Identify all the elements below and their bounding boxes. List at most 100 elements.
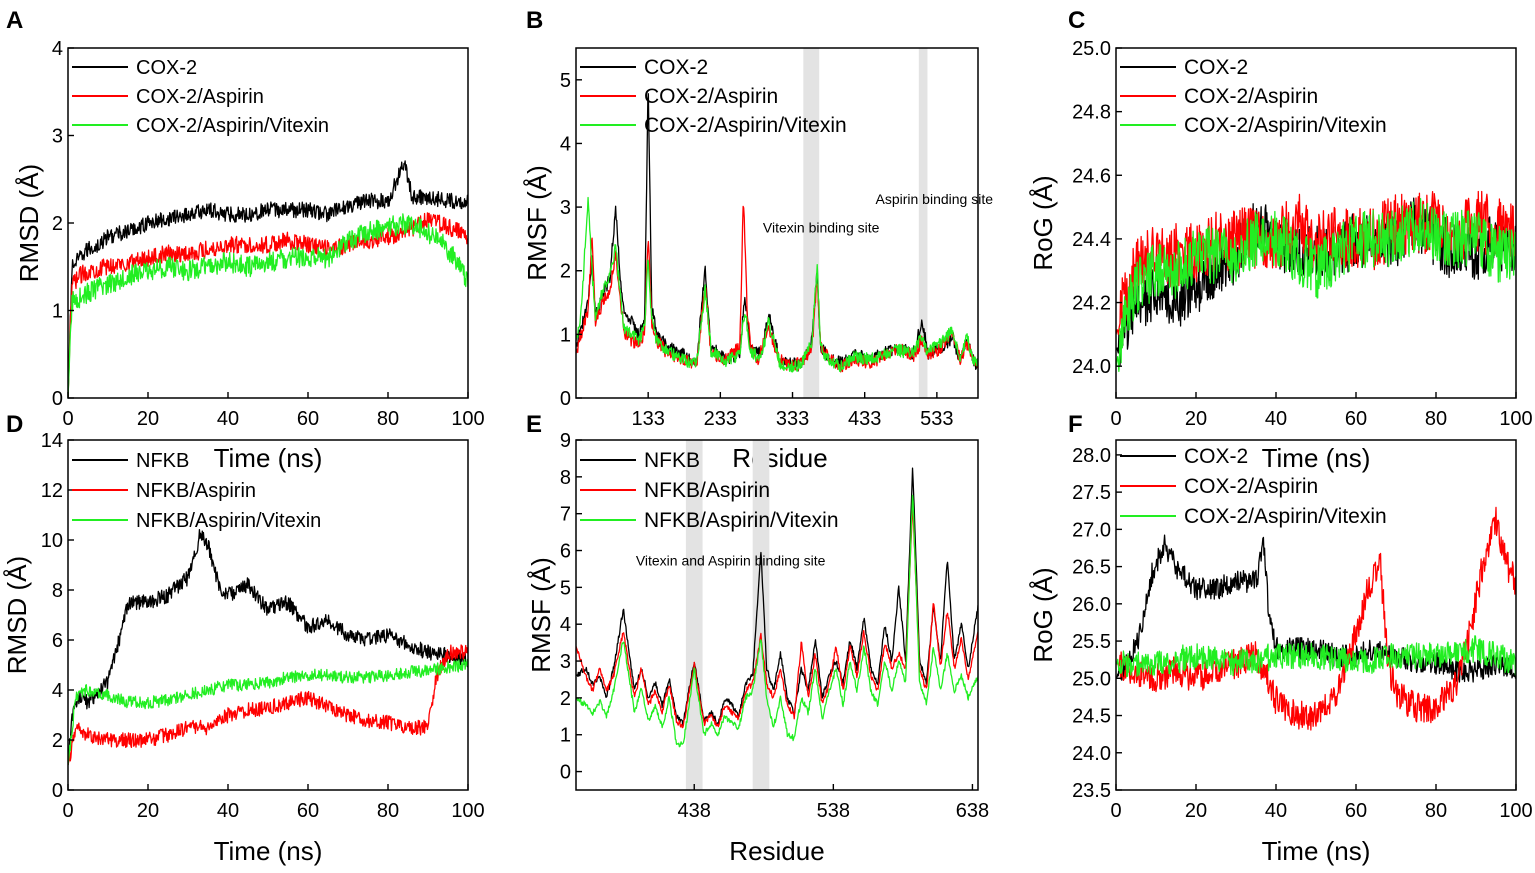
shaded-band	[803, 48, 820, 398]
legend-label: NFKB/Aspirin	[136, 480, 256, 502]
y-tick-label: 2	[52, 213, 63, 235]
x-tick-label: 60	[297, 800, 319, 822]
y-axis-label: RoG (Å)	[1028, 567, 1058, 662]
legend-label: COX-2	[644, 56, 708, 79]
y-tick-label: 26.0	[1072, 594, 1111, 616]
y-tick-label: 4	[560, 614, 571, 636]
y-tick-label: 0	[52, 388, 63, 410]
x-tick-label: 40	[217, 408, 239, 430]
x-tick-label: 20	[137, 800, 159, 822]
x-tick-label: 0	[1110, 800, 1121, 822]
x-tick-label: 438	[678, 800, 711, 822]
plot-frame	[1115, 47, 1517, 399]
y-tick-label: 10	[41, 530, 63, 552]
x-tick-label: 333	[776, 408, 809, 430]
series-line-nfkb-aspirin-vitexin	[68, 658, 468, 766]
series-line-cox-2-aspirin-vitexin	[576, 196, 978, 373]
x-tick-label: 20	[137, 408, 159, 430]
series-line-cox-2-aspirin-vitexin	[1116, 635, 1516, 678]
x-tick-label: 80	[377, 408, 399, 430]
y-tick-label: 27.5	[1072, 482, 1111, 504]
y-tick-label: 6	[52, 630, 63, 652]
x-tick-label: 100	[1499, 800, 1532, 822]
y-tick-label: 1	[560, 725, 571, 747]
x-axis-label: Time (ns)	[1262, 836, 1371, 866]
legend-label: COX-2/Aspirin/Vitexin	[1184, 114, 1387, 137]
x-tick-label: 233	[704, 408, 737, 430]
x-tick-label: 20	[1185, 408, 1207, 430]
y-tick-label: 23.5	[1072, 780, 1111, 802]
y-tick-label: 24.0	[1072, 356, 1111, 378]
series-line-nfkb-aspirin-vitexin	[576, 494, 978, 748]
series-line-cox-2-aspirin-vitexin	[1116, 197, 1516, 373]
y-tick-label: 3	[560, 651, 571, 673]
y-tick-label: 24.2	[1072, 293, 1111, 315]
x-tick-label: 0	[62, 408, 73, 430]
plot-frame	[575, 47, 979, 399]
x-tick-label: 100	[451, 408, 484, 430]
plot-frame	[1115, 439, 1517, 791]
series-line-nfkb-aspirin	[68, 644, 468, 766]
series-group	[576, 467, 978, 748]
series-group	[1116, 506, 1516, 731]
y-tick-label: 0	[52, 780, 63, 802]
x-tick-label: 80	[377, 800, 399, 822]
legend-label: NFKB	[136, 450, 189, 472]
series-line-cox-2-aspirin	[1116, 506, 1516, 731]
y-tick-label: 4	[560, 133, 571, 155]
x-tick-label: 20	[1185, 800, 1207, 822]
x-tick-label: 100	[1499, 408, 1532, 430]
panel-letter: F	[1068, 411, 1083, 438]
panel-e: 0 1 2 3 4 5 6 7 8 9 438 538 638 Vitexin and Aspirin b…	[526, 411, 989, 866]
panel-letter: D	[6, 411, 23, 438]
series-line-cox-2	[68, 160, 468, 398]
y-tick-label: 1	[560, 324, 571, 346]
shaded-band	[752, 440, 770, 790]
y-tick-label: 24.0	[1072, 743, 1111, 765]
x-tick-label: 80	[1425, 408, 1447, 430]
x-tick-label: 133	[631, 408, 664, 430]
y-tick-label: 25.0	[1072, 668, 1111, 690]
legend-label: COX-2/Aspirin	[644, 85, 778, 108]
shaded-band	[685, 440, 703, 790]
x-tick-label: 538	[817, 800, 850, 822]
x-tick-label: 40	[1265, 800, 1287, 822]
series-group	[576, 93, 978, 373]
x-tick-label: 638	[956, 800, 989, 822]
y-tick-label: 7	[560, 504, 571, 526]
annotation-label: Vitexin binding site	[763, 220, 880, 236]
y-tick-label: 14	[41, 430, 63, 452]
y-tick-label: 24.6	[1072, 165, 1111, 187]
y-axis-label: RMSF (Å)	[526, 557, 556, 673]
series-group	[68, 528, 468, 766]
annotation-label: Aspirin binding site	[876, 191, 994, 207]
y-tick-label: 26.5	[1072, 557, 1111, 579]
y-tick-label: 1	[52, 301, 63, 323]
y-tick-label: 27.0	[1072, 519, 1111, 541]
panel-letter: C	[1068, 7, 1085, 34]
legend-label: NFKB/Aspirin	[644, 479, 770, 502]
x-axis-label: Residue	[732, 443, 827, 473]
annotation-label: Vitexin and Aspirin binding site	[636, 552, 826, 568]
series-group	[68, 160, 468, 398]
y-tick-label: 0	[560, 762, 571, 784]
panel-b: 0 1 2 3 4 5 133 233 333 433 533 Aspirin binding sit…	[522, 7, 993, 473]
y-tick-label: 6	[560, 541, 571, 563]
y-tick-label: 3	[52, 126, 63, 148]
x-axis-label: Time (ns)	[214, 443, 323, 473]
y-tick-label: 0	[560, 388, 571, 410]
y-tick-label: 25.0	[1072, 38, 1111, 60]
y-tick-label: 24.8	[1072, 102, 1111, 124]
legend-label: NFKB	[644, 449, 700, 472]
x-tick-label: 533	[920, 408, 953, 430]
panel-c: 24.0 24.2 24.4 24.6 24.8 25.0 0 20 40 60 80 100 COX-…	[1028, 7, 1533, 473]
plot-frame	[575, 439, 979, 791]
panel-f: 23.5 24.0 24.5 25.0 25.5 26.0 26.5 27.0 27.5 28.0…	[1028, 411, 1533, 866]
legend-label: NFKB/Aspirin/Vitexin	[644, 509, 839, 532]
x-axis-label: Time (ns)	[214, 836, 323, 866]
y-axis-label: RMSD (Å)	[14, 164, 44, 282]
y-tick-label: 5	[560, 577, 571, 599]
y-tick-label: 8	[560, 467, 571, 489]
